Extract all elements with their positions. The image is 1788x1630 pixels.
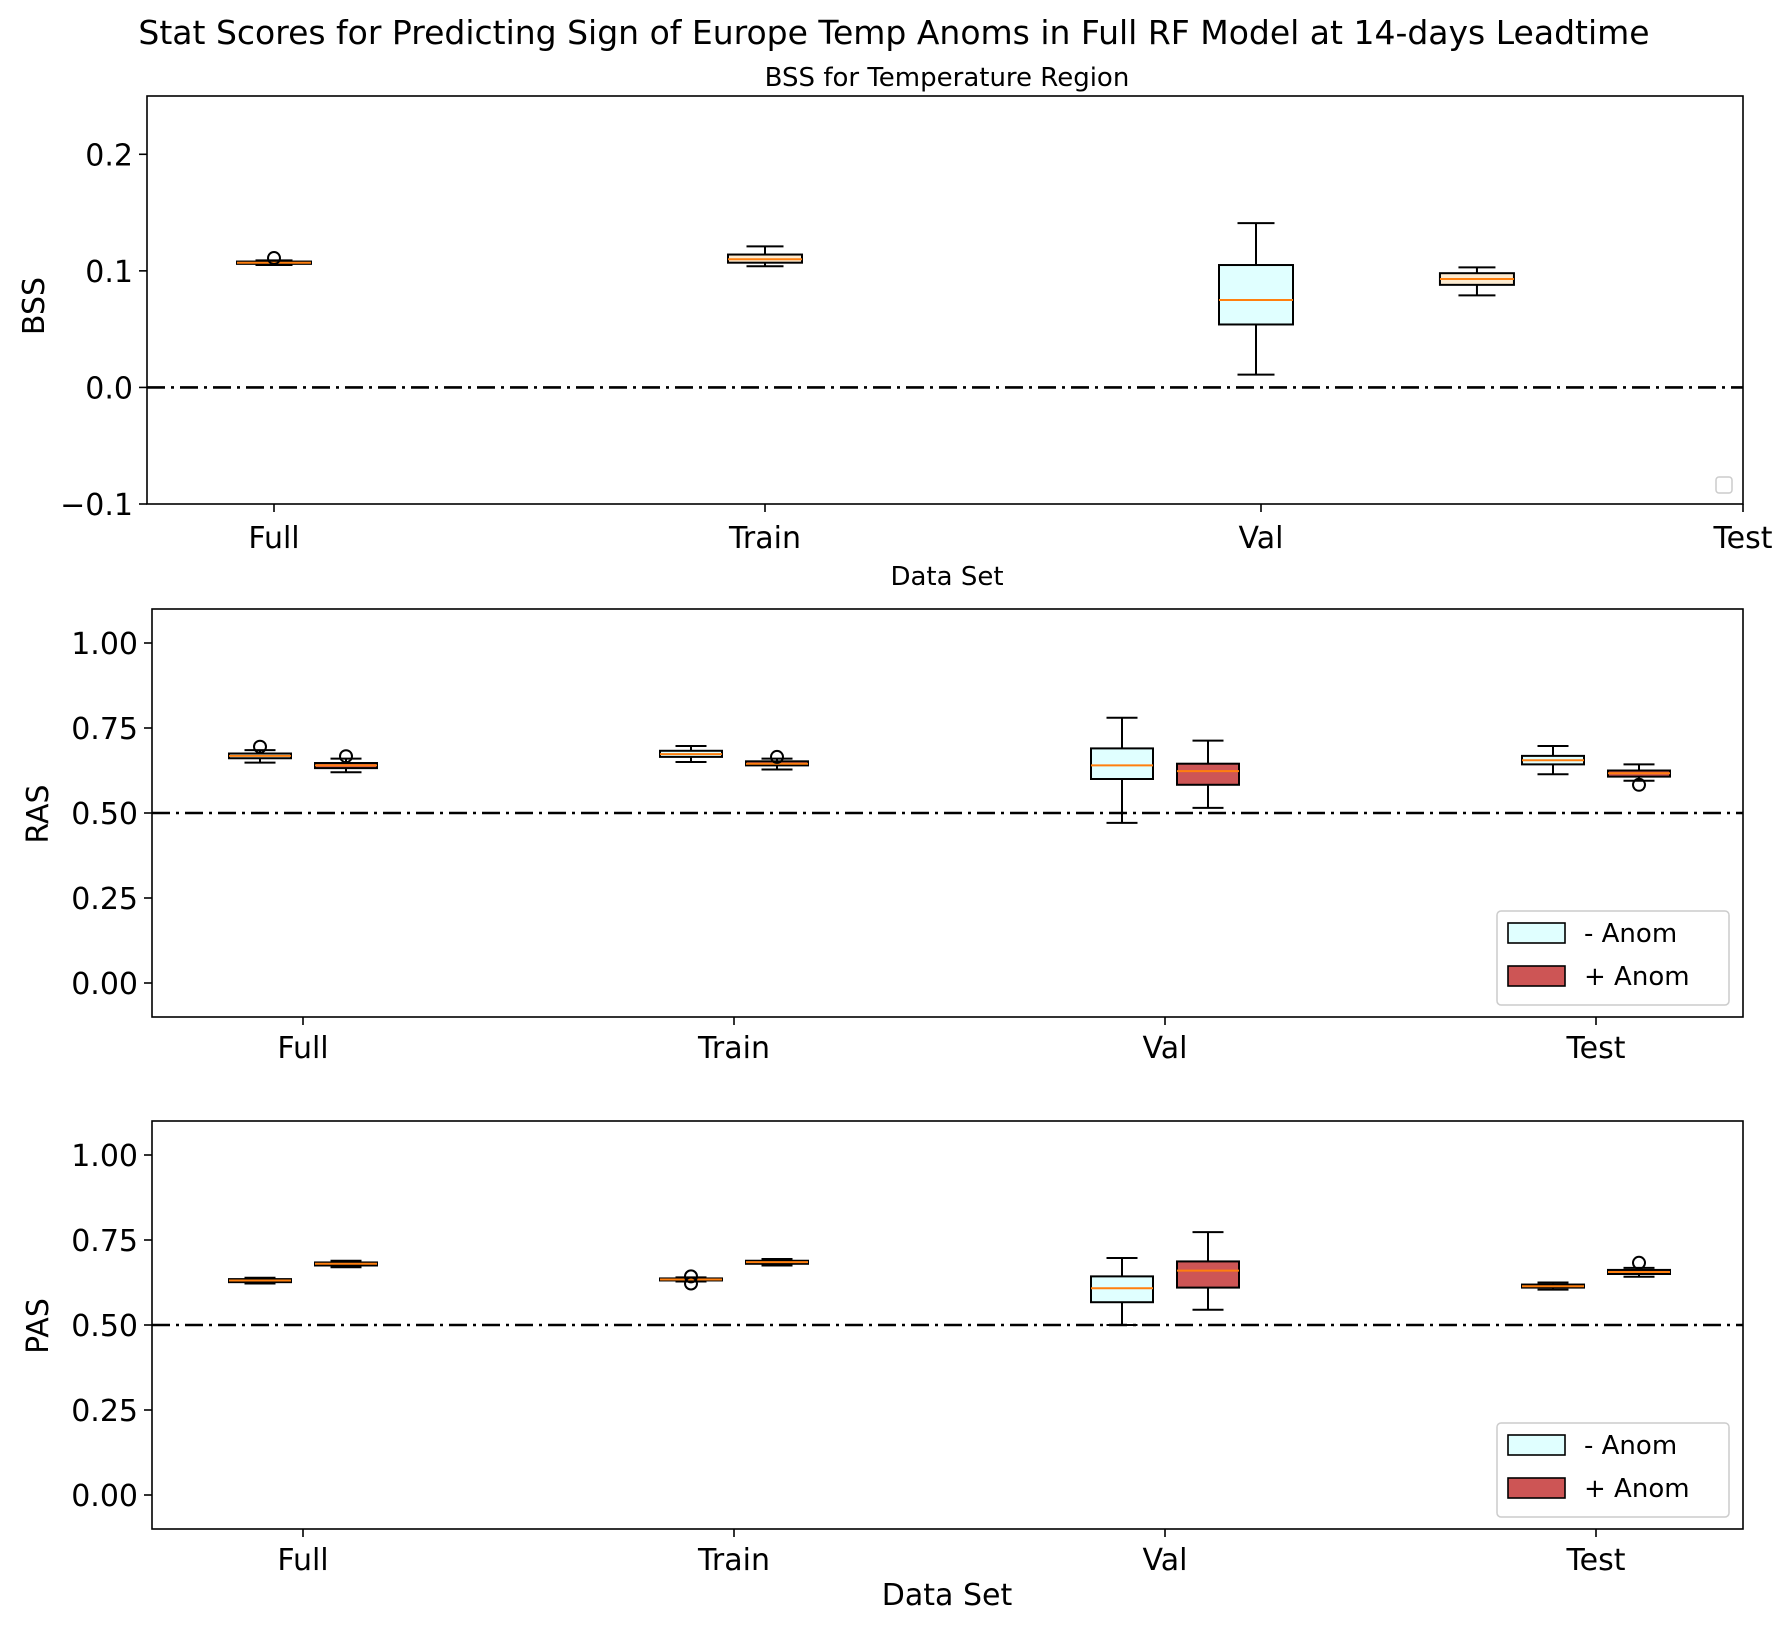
- pas-legend-swatch-neg: [1507, 1434, 1566, 1456]
- figure-title: Stat Scores for Predicting Sign of Europ…: [138, 13, 1649, 52]
- ras-legend-label-neg: - Anom: [1584, 919, 1677, 949]
- ras-pos-train-outlier: [770, 749, 784, 764]
- ras-panel: RAS 0.00 0.25 0.50 0.75 1.00 Full Train Val Test…: [21, 608, 1744, 1066]
- bss-y-tick-label: −0.1: [60, 488, 133, 523]
- ras-neg-val-box: [1090, 747, 1154, 781]
- ras-y-tick-label: 1.00: [71, 627, 138, 662]
- bss-panel-title: BSS for Temperature Region: [765, 63, 1130, 93]
- ras-legend-label-pos: + Anom: [1584, 962, 1690, 992]
- bss-y-tick-label: 0.1: [85, 255, 133, 290]
- bss-panel: BSS for Temperature Region BSS Data Set …: [17, 63, 1773, 592]
- pas-x-tick-label: Train: [697, 1543, 770, 1578]
- bss-y-tick-label: 0.0: [85, 371, 133, 406]
- pas-y-tick-label: 1.00: [71, 1139, 138, 1174]
- pas-pos-test-outlier: [1632, 1255, 1646, 1270]
- ras-y-tick-label: 0.00: [71, 967, 138, 1002]
- ras-x-tick-label: Test: [1565, 1031, 1625, 1066]
- ras-legend-swatch-neg: [1507, 922, 1566, 944]
- pas-panel: PAS Data Set 0.00 0.25 0.50 0.75 1.00 Full Tra…: [21, 1120, 1744, 1613]
- pas-y-tick-label: 0.50: [71, 1309, 138, 1344]
- ras-y-tick-label: 0.25: [71, 882, 138, 917]
- pas-neg-val-box: [1090, 1275, 1154, 1304]
- ras-pos-full-outlier: [339, 749, 353, 764]
- pas-legend-label-pos: + Anom: [1584, 1474, 1690, 1504]
- ras-x-tick-label: Train: [697, 1031, 770, 1066]
- pas-legend-swatch-pos: [1507, 1477, 1566, 1499]
- pas-x-tick-label: Val: [1143, 1543, 1188, 1578]
- ras-pos-val-box: [1176, 762, 1240, 786]
- bss-y-tick-label: 0.2: [85, 138, 133, 173]
- pas-y-tick-label: 0.75: [71, 1224, 138, 1259]
- pas-neg-train-outlier: [684, 1276, 698, 1291]
- bss-x-axis-label: Data Set: [890, 562, 1003, 592]
- pas-y-axis-label: PAS: [21, 1298, 56, 1354]
- ras-neg-full-outlier: [253, 739, 267, 754]
- pas-y-tick-label: 0.00: [71, 1479, 138, 1514]
- bss-x-tick-label: Train: [728, 521, 801, 556]
- ras-x-tick-label: Full: [277, 1031, 328, 1066]
- bss-x-tick-label: Full: [248, 521, 299, 556]
- bss-val-box: [1218, 264, 1294, 326]
- ras-y-tick-label: 0.50: [71, 797, 138, 832]
- ras-x-tick-label: Val: [1143, 1031, 1188, 1066]
- pas-pos-val-box: [1176, 1260, 1240, 1289]
- pas-x-tick-label: Full: [277, 1543, 328, 1578]
- ras-legend-swatch-pos: [1507, 965, 1566, 987]
- pas-neg-train-outlier: [684, 1269, 698, 1284]
- ras-y-axis-label: RAS: [21, 784, 56, 843]
- bss-x-tick-label: Test: [1712, 521, 1772, 556]
- ras-y-tick-label: 0.75: [71, 712, 138, 747]
- pas-y-tick-label: 0.25: [71, 1394, 138, 1429]
- pas-legend-label-neg: - Anom: [1584, 1431, 1677, 1461]
- bss-axes-frame: [146, 95, 1744, 505]
- bss-full-outlier: [267, 251, 281, 266]
- bss-x-tick-label: Val: [1239, 521, 1284, 556]
- ras-pos-test-outlier: [1632, 777, 1646, 792]
- bss-legend-empty: [1715, 476, 1733, 494]
- pas-x-tick-label: Test: [1565, 1543, 1625, 1578]
- bss-y-axis-label: BSS: [17, 277, 52, 335]
- pas-x-axis-label: Data Set: [882, 1578, 1013, 1613]
